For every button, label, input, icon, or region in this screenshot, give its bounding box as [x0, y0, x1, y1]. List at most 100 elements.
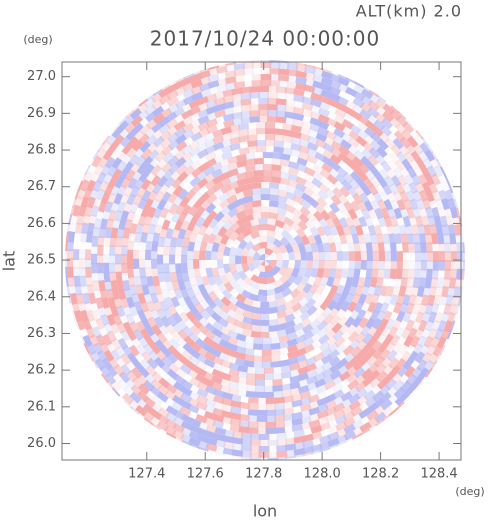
field-cell — [233, 63, 246, 71]
field-cell — [314, 371, 326, 382]
field-cell — [354, 251, 362, 261]
field-cell — [313, 210, 324, 222]
field-cell — [251, 267, 261, 277]
field-cell — [273, 122, 285, 130]
field-cell — [249, 293, 260, 302]
field-cell — [173, 381, 186, 392]
field-cell — [241, 328, 253, 337]
field-cell — [363, 134, 375, 146]
field-cell — [84, 249, 92, 260]
field-cell — [400, 277, 408, 289]
field-cell — [276, 304, 287, 313]
field-cell — [318, 182, 330, 194]
field-cell — [152, 300, 163, 313]
field-cell — [282, 135, 293, 143]
field-cell — [379, 285, 389, 297]
field-cell — [316, 409, 329, 420]
field-cell — [115, 356, 127, 369]
field-cell — [225, 322, 237, 332]
field-cell — [268, 212, 279, 220]
field-cell — [186, 259, 194, 270]
field-cell — [180, 392, 193, 404]
field-cell — [180, 220, 190, 232]
field-cell — [383, 145, 395, 158]
field-cell — [245, 176, 256, 185]
field-cell — [292, 309, 304, 319]
field-cell — [104, 201, 114, 213]
field-cell — [383, 268, 391, 280]
field-cell — [326, 104, 339, 115]
field-cell — [450, 242, 457, 254]
field-cell — [260, 260, 265, 267]
field-cell — [127, 249, 134, 260]
field-cell — [408, 294, 417, 306]
field-cell — [254, 385, 265, 392]
y-tick-label: 26.0 — [27, 436, 56, 451]
field-cell — [221, 391, 234, 401]
field-cell — [299, 126, 311, 136]
field-cell — [138, 133, 150, 146]
field-cell — [195, 232, 204, 244]
field-cell — [313, 234, 323, 245]
field-cell — [313, 306, 325, 318]
field-cell — [163, 245, 170, 256]
field-cell — [432, 242, 439, 253]
field-cell — [65, 266, 68, 278]
field-cell — [316, 268, 325, 279]
field-cell — [300, 409, 312, 418]
field-cell — [252, 349, 263, 356]
field-cell — [196, 148, 209, 159]
field-cell — [321, 367, 334, 378]
field-cell — [125, 360, 137, 373]
field-cell — [346, 323, 358, 335]
field-cell — [213, 154, 225, 164]
field-cell — [128, 305, 139, 317]
field-cell — [218, 310, 230, 321]
field-cell — [105, 288, 114, 301]
field-cell — [369, 276, 378, 288]
field-cell — [263, 391, 274, 399]
field-cell — [367, 183, 379, 196]
field-cell — [195, 360, 208, 371]
field-cell — [204, 225, 214, 237]
field-cell — [204, 138, 216, 149]
field-cell — [247, 134, 258, 142]
field-cell — [276, 444, 288, 452]
field-cell — [194, 302, 205, 314]
field-cell — [137, 292, 147, 305]
field-cell — [253, 164, 264, 171]
field-cell — [329, 225, 339, 237]
field-cell — [286, 75, 299, 83]
field-cell — [360, 324, 371, 337]
field-cell — [275, 116, 287, 124]
field-cell — [177, 228, 187, 240]
field-cell — [129, 223, 138, 235]
field-cell — [406, 135, 419, 148]
field-cell — [231, 105, 243, 114]
field-cell — [376, 199, 387, 211]
field-cell — [284, 267, 294, 278]
field-cell — [150, 215, 160, 227]
field-cell — [294, 251, 302, 261]
field-cell — [277, 201, 288, 210]
field-cell — [310, 424, 323, 434]
field-cell — [293, 429, 306, 438]
field-cell — [182, 325, 194, 338]
field-cell — [254, 373, 265, 381]
field-cell — [240, 456, 252, 460]
field-cell — [247, 262, 256, 272]
y-tick-label: 26.2 — [27, 363, 56, 378]
field-cell — [361, 208, 371, 220]
field-cell — [95, 334, 106, 347]
field-cell — [398, 285, 407, 297]
field-cell — [373, 301, 384, 314]
field-cell — [238, 123, 250, 131]
y-tick-label: 26.1 — [27, 399, 56, 414]
field-cell — [432, 260, 440, 271]
field-cell — [122, 227, 131, 239]
field-cell — [187, 241, 196, 252]
field-cell — [295, 341, 307, 351]
field-cell — [118, 288, 127, 300]
field-cell — [300, 234, 310, 246]
field-cell — [267, 439, 279, 446]
